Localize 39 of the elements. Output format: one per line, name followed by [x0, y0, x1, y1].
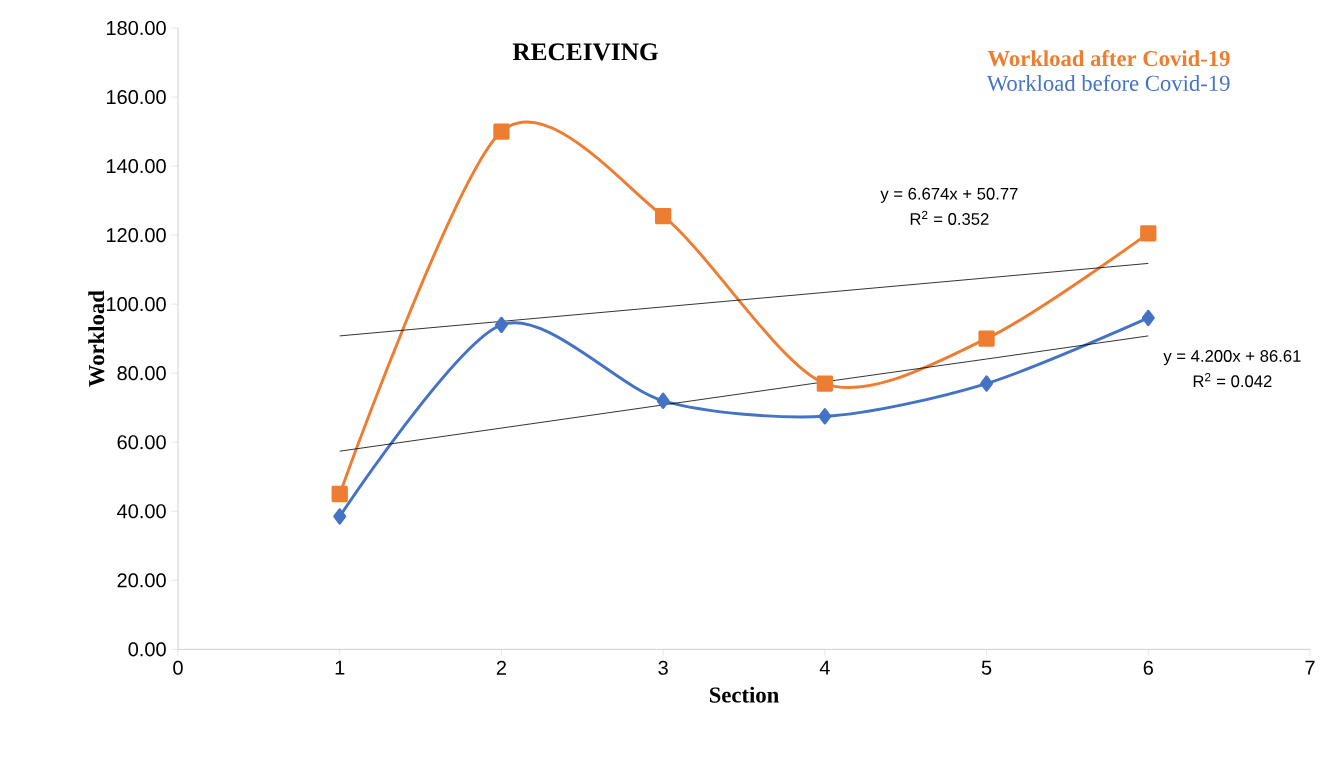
y-axis-title: Workload — [88, 290, 105, 387]
point — [656, 392, 670, 409]
text: Workload after Covid-19 — [987, 49, 1230, 67]
x-axis-title: Section — [709, 686, 779, 703]
x-tick-label: 1 — [335, 660, 345, 675]
annotation: y = 6.674x + 50.77 — [880, 187, 1018, 203]
point — [978, 330, 995, 347]
point — [816, 375, 833, 392]
x-tick-label: 0 — [173, 660, 183, 675]
point — [1140, 225, 1157, 242]
x-tick-label: 2 — [496, 660, 506, 675]
y-tick-label: 60.00 — [117, 434, 166, 450]
y-tick-label: 40.00 — [117, 504, 166, 519]
point — [494, 316, 508, 333]
point — [333, 508, 347, 525]
y-tick-label: 160.00 — [106, 89, 166, 104]
text: Workload before Covid-19 — [986, 74, 1230, 91]
x-tick-label: 7 — [1305, 660, 1315, 675]
y-tick-label: 100.00 — [106, 296, 166, 312]
x-tick-label: 3 — [658, 660, 668, 675]
point — [1141, 309, 1155, 326]
y-tick-label: 80.00 — [117, 365, 166, 381]
x-tick-label: 5 — [981, 660, 992, 675]
point — [980, 375, 994, 392]
annotation: y = 4.200x + 86.61 — [1163, 349, 1301, 366]
x-tick-label: 4 — [819, 660, 830, 675]
annotation: R$^{2}$ = 0.042 — [1193, 372, 1272, 387]
y-tick-label: 180.00 — [106, 20, 166, 35]
y-tick-label: 0.00 — [128, 642, 166, 657]
point — [655, 207, 672, 225]
point — [493, 123, 510, 140]
y-tick-label: 140.00 — [106, 158, 166, 173]
y-tick-label: 20.00 — [117, 573, 166, 588]
chart-title: RECEIVING — [512, 43, 658, 61]
point — [818, 408, 832, 425]
annotation: R$^{2}$ = 0.352 — [910, 210, 989, 225]
x-tick-label: 6 — [1143, 660, 1153, 675]
point — [331, 485, 348, 502]
y-tick-label: 120.00 — [106, 227, 166, 243]
